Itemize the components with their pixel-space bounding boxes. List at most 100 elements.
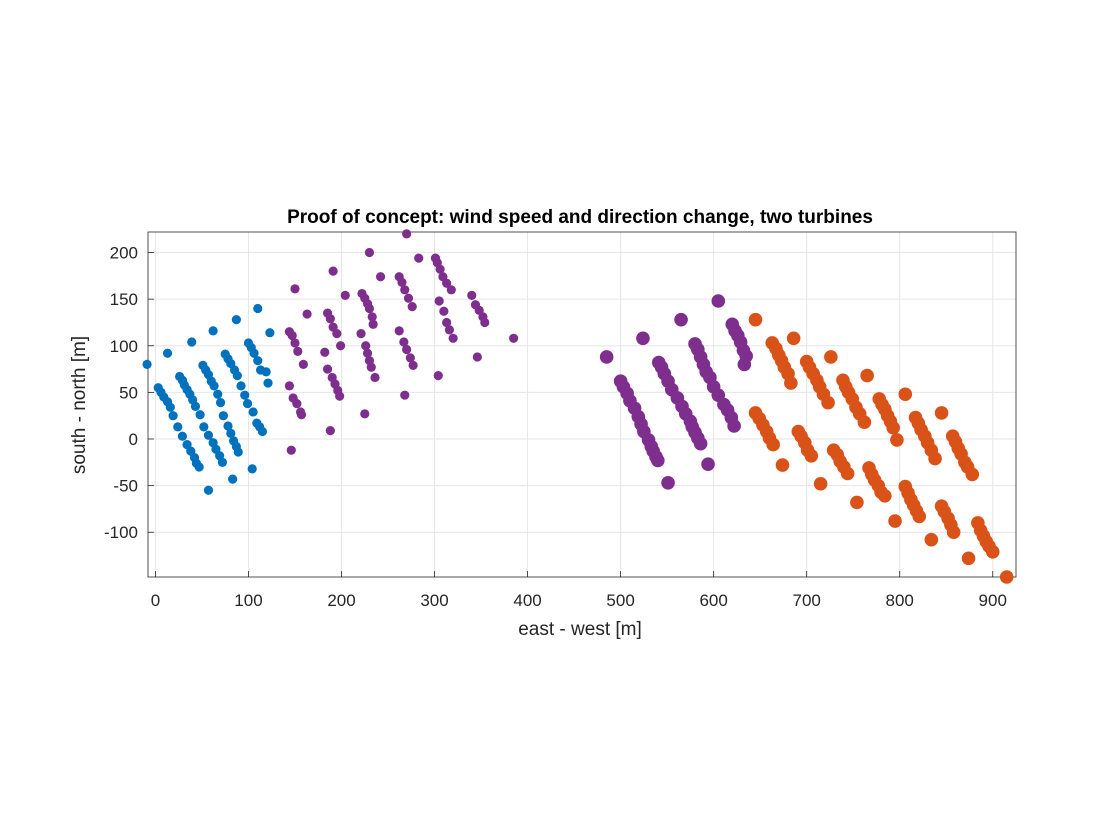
scatter-point bbox=[701, 457, 715, 471]
scatter-point bbox=[356, 329, 366, 339]
scatter-point bbox=[400, 390, 410, 400]
scatter-point bbox=[651, 453, 665, 468]
scatter-point bbox=[661, 476, 675, 490]
scatter-point bbox=[400, 285, 410, 295]
scatter-point bbox=[711, 294, 726, 308]
scatter-point bbox=[999, 570, 1014, 584]
scatter-point bbox=[263, 378, 273, 388]
scatter-point bbox=[195, 410, 205, 420]
scatter-point bbox=[253, 356, 263, 366]
scatter-point bbox=[368, 319, 378, 329]
scatter-point bbox=[194, 462, 204, 472]
scatter-point bbox=[367, 312, 377, 322]
scatter-point bbox=[748, 312, 763, 327]
scatter-point bbox=[249, 348, 259, 358]
x-tick-label: 0 bbox=[151, 591, 160, 610]
scatter-point bbox=[325, 314, 335, 324]
scatter-point bbox=[335, 391, 345, 401]
x-tick-label: 700 bbox=[792, 591, 820, 610]
scatter-point bbox=[775, 458, 790, 472]
scatter-point bbox=[414, 253, 424, 263]
data-points bbox=[142, 229, 1014, 584]
scatter-point bbox=[302, 309, 312, 319]
scatter-point bbox=[364, 303, 375, 314]
scatter-point bbox=[408, 360, 418, 370]
scatter-point bbox=[928, 451, 942, 466]
ticks: 0 100 200 300 400 500 600 700 800 900 -100 -50 0 50 10… bbox=[104, 244, 1007, 610]
scatter-point bbox=[223, 421, 233, 431]
scatter-point bbox=[290, 284, 300, 294]
x-tick-label: 900 bbox=[979, 591, 1007, 610]
scatter-point bbox=[292, 398, 302, 409]
scatter-point bbox=[924, 532, 939, 547]
scatter-point bbox=[218, 411, 228, 421]
scatter-point bbox=[293, 346, 303, 356]
scatter-point bbox=[361, 341, 371, 351]
x-axis-label: east - west [m] bbox=[518, 619, 642, 640]
scatter-point bbox=[257, 426, 268, 437]
y-axis-label: south - north [m] bbox=[69, 336, 90, 474]
scatter-point bbox=[433, 370, 443, 381]
y-tick-label: 200 bbox=[110, 244, 138, 263]
scatter-point bbox=[242, 398, 253, 409]
scatter-point bbox=[636, 331, 650, 346]
scatter-point bbox=[298, 359, 308, 370]
scatter-point bbox=[442, 278, 452, 288]
scatter-point bbox=[366, 362, 376, 372]
scatter-point bbox=[217, 457, 228, 467]
scatter-point bbox=[857, 415, 872, 430]
scatter-point bbox=[190, 401, 201, 411]
scatter-point bbox=[322, 364, 333, 374]
y-tick-label: 100 bbox=[110, 337, 138, 356]
scatter-point bbox=[173, 422, 183, 432]
scatter-point bbox=[480, 317, 490, 328]
y-tick-label: 50 bbox=[119, 383, 138, 402]
scatter-point bbox=[890, 433, 904, 447]
scatter-point bbox=[203, 485, 214, 495]
scatter-point bbox=[199, 422, 209, 432]
grid bbox=[148, 232, 1016, 577]
scatter-point bbox=[467, 290, 477, 301]
scatter-point bbox=[850, 495, 864, 510]
scatter-point bbox=[737, 357, 752, 372]
scatter-point bbox=[439, 306, 449, 316]
scatter-point bbox=[236, 381, 246, 391]
scatter-point bbox=[403, 293, 414, 303]
scatter-point bbox=[142, 359, 152, 370]
scatter-point bbox=[286, 445, 296, 455]
scatter-point bbox=[362, 348, 373, 358]
scatter-point bbox=[213, 389, 223, 399]
scatter-point bbox=[320, 347, 330, 357]
x-tick-label: 400 bbox=[513, 591, 541, 610]
scatter-point bbox=[472, 352, 482, 362]
scatter-point bbox=[168, 411, 178, 421]
scatter-point bbox=[290, 338, 300, 348]
scatter-point bbox=[693, 436, 708, 451]
scatter-point bbox=[878, 489, 892, 503]
scatter-point bbox=[784, 376, 798, 390]
scatter-point bbox=[360, 409, 370, 419]
scatter-point bbox=[261, 367, 271, 377]
scatter-point bbox=[434, 296, 444, 306]
scatter-point bbox=[888, 514, 902, 528]
scatter-point bbox=[674, 312, 688, 327]
y-tick-label: -50 bbox=[113, 477, 138, 496]
scatter-point bbox=[248, 407, 258, 417]
scatter-point bbox=[397, 277, 407, 287]
scatter-point bbox=[965, 467, 980, 482]
scatter-point bbox=[804, 448, 819, 463]
scatter-point bbox=[394, 326, 404, 336]
y-tick-label: 150 bbox=[110, 290, 138, 309]
scatter-point bbox=[240, 390, 250, 400]
scatter-point bbox=[232, 370, 242, 381]
scatter-point bbox=[335, 341, 346, 351]
scatter-point bbox=[898, 387, 913, 402]
scatter-point bbox=[821, 395, 835, 410]
scatter-point bbox=[233, 447, 243, 457]
plot-frame bbox=[147, 231, 1017, 578]
x-tick-label: 300 bbox=[420, 591, 448, 610]
scatter-point bbox=[284, 381, 295, 391]
scatter-point bbox=[208, 326, 218, 336]
x-tick-label: 200 bbox=[327, 591, 355, 610]
